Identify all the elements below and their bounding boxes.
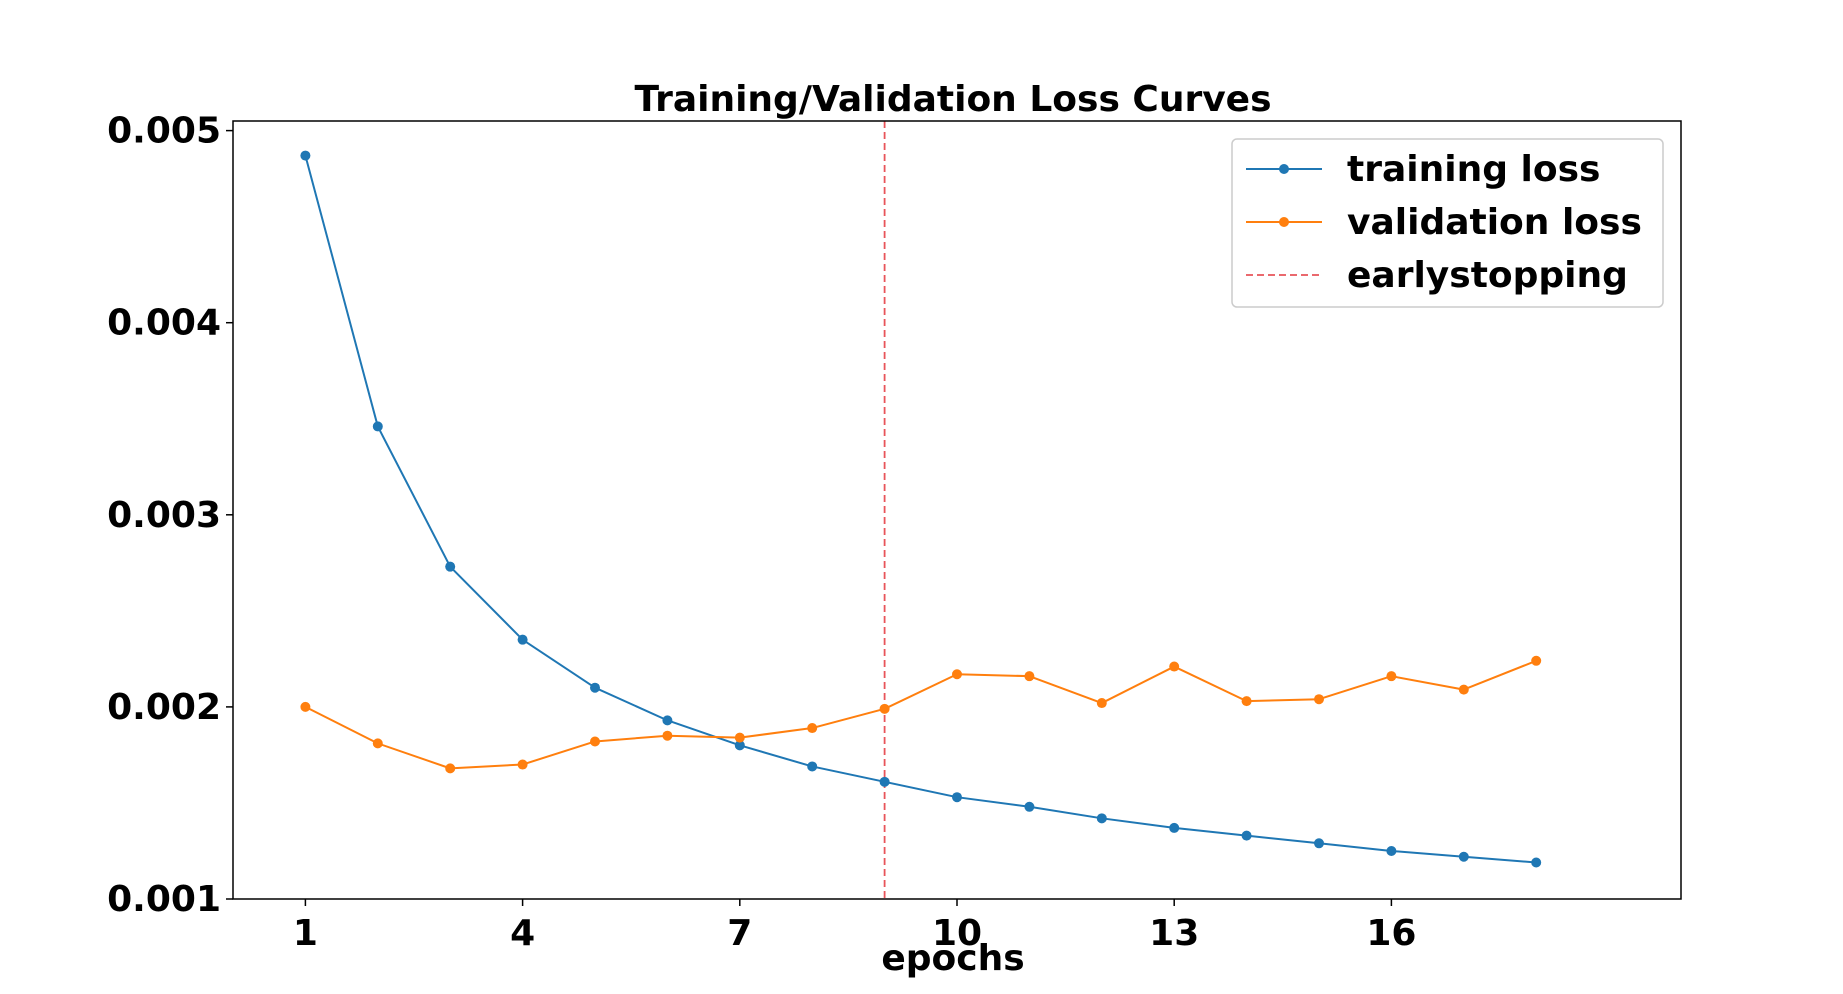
validation-loss-point [300,701,311,712]
training-loss-point [952,792,962,803]
legend-label-earlystopping: earlystopping [1347,255,1628,296]
x-tick-label: 7 [727,913,752,954]
training-loss-point [1531,857,1542,868]
y-tick-label: 0.002 [107,687,221,728]
x-tick-label: 13 [1149,913,1199,954]
validation-loss-point [372,738,383,749]
training-loss-point [1096,813,1107,824]
training-loss-point [1386,845,1397,856]
validation-loss-point [1096,698,1107,709]
validation-loss-point [590,736,600,747]
training-loss-point [1024,801,1035,812]
legend-label-training-loss: training loss [1347,149,1600,190]
training-loss-point [1241,830,1252,841]
training-loss-point [1169,822,1180,833]
legend-marker-training-loss [1279,164,1289,174]
validation-loss-point [1386,671,1397,682]
x-tick-label: 16 [1366,913,1416,954]
y-tick-label: 0.003 [107,495,221,536]
x-tick-label: 1 [293,913,318,954]
training-loss-point [807,761,818,772]
y-tick-label: 0.001 [107,879,221,920]
validation-loss-point [952,669,962,680]
training-loss-line [304,155,1537,864]
y-tick-label: 0.004 [107,303,221,344]
legend-marker-validation-loss [1279,217,1289,227]
training-loss-point [590,682,600,693]
training-loss-point [517,634,528,645]
plot-area [232,120,1682,900]
training-loss-point [445,561,456,572]
legend-box [1231,138,1664,308]
x-tick-label: 10 [932,913,982,954]
training-loss-point [1458,851,1469,862]
validation-loss-point [734,732,745,743]
training-loss-point [1314,838,1324,849]
validation-loss-point [1024,671,1035,682]
legend-label-validation-loss: validation loss [1347,202,1642,243]
training-loss-point [300,150,311,161]
training-loss-point [879,776,890,787]
validation-loss-point [1314,694,1324,705]
y-axis: 0.001 0.002 0.003 0.004 0.005 [107,111,233,920]
validation-loss-point [662,730,673,741]
x-tick-label: 4 [510,913,535,954]
validation-loss-line [304,659,1537,770]
validation-loss-point [807,723,818,734]
validation-loss-point [445,763,456,774]
training-loss-point [734,740,745,751]
validation-loss-point [1531,655,1542,666]
chart-title: Training/Validation Loss Curves [634,79,1271,120]
validation-loss-point [1169,661,1180,672]
validation-loss-point [879,703,890,714]
x-axis: 1 4 7 10 13 16 [293,899,1416,954]
x-axis-label: epochs [881,938,1024,979]
validation-loss-point [517,759,528,770]
training-loss-point [372,421,383,432]
validation-loss-point [1458,684,1469,695]
legend: training loss validation loss earlystoppin… [1231,138,1664,308]
training-loss-point [662,715,673,726]
y-tick-label: 0.005 [107,111,221,152]
validation-loss-point [1241,696,1252,707]
